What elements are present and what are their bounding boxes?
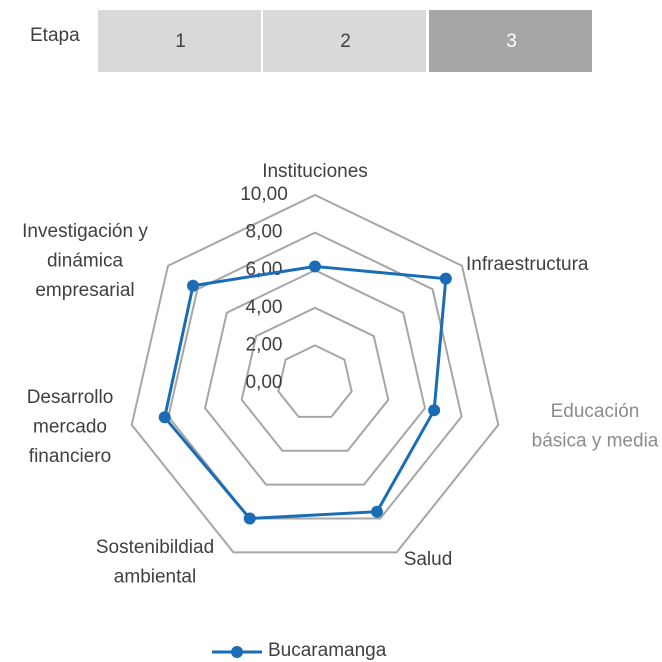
axis-label: Instituciones [262, 161, 368, 182]
series-line [163, 264, 448, 521]
stage-label: Etapa [30, 25, 80, 46]
axis-label: empresarial [35, 280, 134, 301]
r-tick-label: 4,00 [246, 297, 283, 318]
data-point [370, 505, 383, 518]
grid-ring [277, 344, 353, 418]
data-point [439, 272, 452, 285]
grid-ring [203, 269, 427, 486]
stage-button[interactable]: 3 [429, 10, 592, 72]
axis-label: Educación [551, 401, 640, 422]
data-point [187, 279, 200, 292]
legend-marker [231, 646, 243, 658]
data-point [158, 411, 171, 424]
r-tick-label: 8,00 [246, 222, 283, 243]
stage-button-label[interactable]: 1 [175, 31, 186, 52]
stage-button-label[interactable]: 2 [340, 31, 351, 52]
grid-ring [130, 193, 500, 554]
axis-label: Sostenibildiad [96, 537, 214, 558]
data-point [428, 404, 441, 417]
data-point [243, 512, 256, 525]
axis-label: financiero [29, 446, 111, 467]
stage-button-bg[interactable] [263, 10, 426, 72]
axis-label: Desarrollo [27, 387, 114, 408]
grid-ring [167, 231, 463, 520]
r-tick-label: 2,00 [246, 334, 283, 355]
stage-button[interactable]: 2 [263, 10, 426, 72]
r-tick-label: 10,00 [240, 184, 288, 205]
data-point [309, 260, 321, 273]
r-tick-label: 0,00 [246, 372, 283, 393]
axis-label: mercado [33, 417, 107, 438]
stage-button-label[interactable]: 3 [506, 31, 517, 52]
axis-label: básica y media [532, 431, 659, 452]
legend-label: Bucaramanga [268, 640, 387, 661]
stage-button-bg[interactable] [429, 10, 592, 72]
axis-label: Infraestructura [466, 254, 589, 275]
grid-ring [240, 306, 390, 452]
axis-label: Investigación y [22, 221, 148, 242]
axis-label: ambiental [114, 567, 196, 588]
stage-button-bg[interactable] [98, 10, 261, 72]
axis-label: Salud [404, 549, 453, 570]
stage-button[interactable]: 1 [98, 10, 261, 72]
axis-label: dinámica [47, 251, 123, 272]
